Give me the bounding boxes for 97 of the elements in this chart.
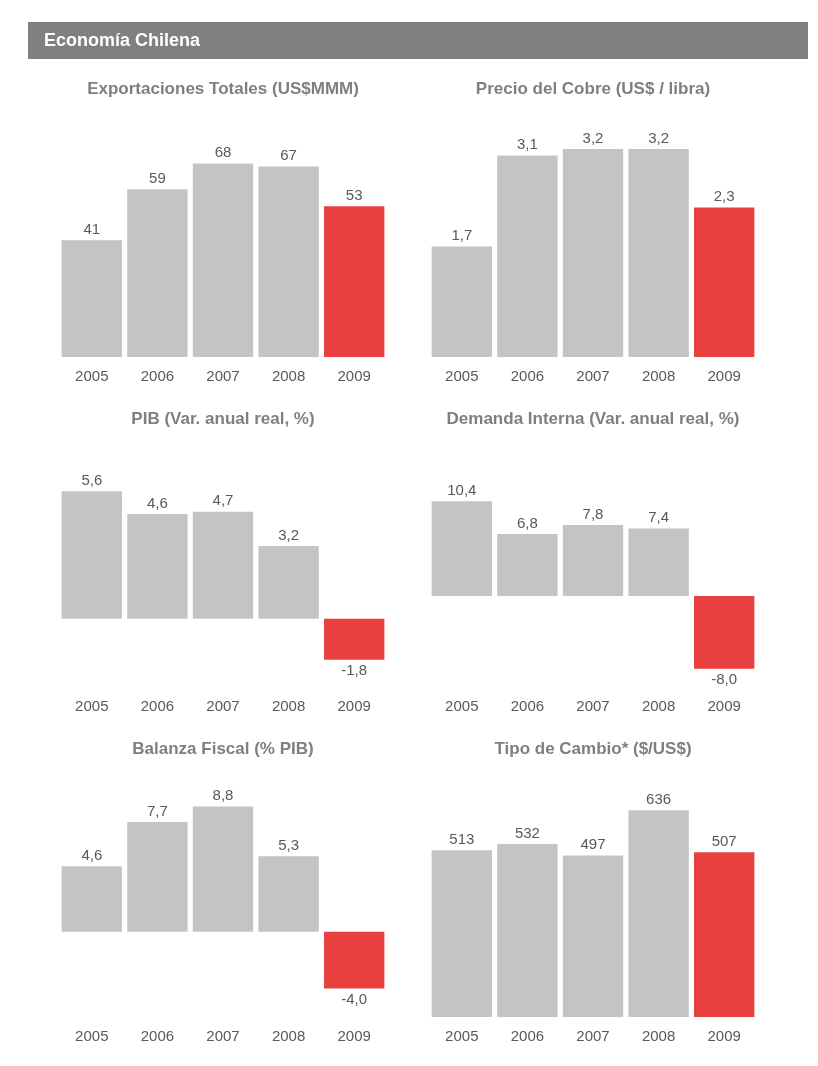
chart-title: Demanda Interna (Var. anual real, %) — [446, 408, 740, 428]
data-label: 53 — [345, 185, 363, 203]
data-label: 4,7 — [212, 491, 234, 509]
data-label: -4,0 — [341, 990, 368, 1008]
x-tick-label: 2005 — [445, 367, 479, 385]
x-tick-label: 2009 — [337, 697, 371, 715]
x-tick-label: 2008 — [641, 367, 676, 385]
data-label: 4,6 — [146, 493, 168, 511]
data-label: 67 — [280, 146, 297, 164]
x-tick-label: 2007 — [576, 367, 610, 385]
data-label: 5,3 — [278, 835, 300, 853]
x-tick-label: 2007 — [206, 697, 240, 715]
text: Economía Chilena — [28, 22, 808, 59]
x-tick-label: 2009 — [707, 697, 741, 715]
bar — [694, 207, 755, 357]
data-label: 3,2 — [278, 525, 300, 543]
chart-title: Tipo de Cambio* ($/US$) — [494, 738, 692, 758]
x-tick-label: 2006 — [510, 1027, 545, 1045]
bar — [192, 511, 254, 619]
bar — [694, 852, 755, 1017]
bar — [628, 810, 689, 1017]
x-tick-label: 2006 — [510, 367, 545, 385]
data-label: 507 — [711, 831, 737, 849]
data-label: 3,2 — [648, 128, 670, 146]
chart-title: PIB (Var. anual real, %) — [131, 408, 315, 428]
x-tick-label: 2007 — [206, 367, 240, 385]
data-label: 68 — [214, 143, 232, 161]
x-tick-label: 2008 — [271, 697, 306, 715]
bar — [61, 240, 122, 357]
x-tick-label: 2009 — [337, 1027, 371, 1045]
data-label: 636 — [646, 789, 672, 807]
data-label: 3,2 — [582, 128, 604, 146]
bar — [127, 514, 188, 619]
data-label: 2,3 — [713, 187, 735, 205]
bar — [497, 844, 558, 1017]
bar — [324, 931, 385, 989]
bar — [192, 806, 254, 932]
x-tick-label: 2006 — [510, 697, 545, 715]
bar — [431, 501, 492, 596]
data-label: 4,6 — [81, 845, 103, 863]
data-label: 7,8 — [582, 504, 604, 522]
x-tick-label: 2008 — [641, 697, 676, 715]
bar — [628, 148, 689, 357]
data-label: 6,8 — [516, 513, 538, 531]
bar — [431, 246, 492, 357]
data-label: 497 — [580, 835, 606, 853]
data-label: 5,6 — [81, 470, 103, 488]
x-tick-label: 2008 — [271, 367, 306, 385]
x-tick-label: 2005 — [75, 697, 109, 715]
bar — [258, 545, 319, 619]
x-tick-label: 2009 — [707, 367, 741, 385]
data-label: 532 — [514, 823, 540, 841]
x-tick-label: 2008 — [271, 1027, 306, 1045]
data-label: 8,8 — [212, 786, 234, 804]
bar — [61, 491, 122, 619]
chart-title: Exportaciones Totales (US$MMM) — [87, 78, 359, 98]
x-tick-label: 2009 — [707, 1027, 741, 1045]
bar — [694, 595, 755, 669]
bar — [324, 206, 385, 357]
data-label: -1,8 — [341, 661, 368, 679]
x-tick-label: 2009 — [337, 367, 371, 385]
x-tick-label: 2008 — [641, 1027, 676, 1045]
x-tick-label: 2007 — [206, 1027, 240, 1045]
bar — [431, 850, 492, 1017]
x-tick-label: 2007 — [576, 697, 610, 715]
bar — [562, 524, 624, 596]
x-tick-label: 2005 — [445, 1027, 479, 1045]
bar — [562, 148, 624, 357]
data-label: 1,7 — [451, 226, 473, 244]
data-label: 59 — [149, 168, 166, 186]
x-tick-label: 2005 — [445, 697, 479, 715]
x-tick-label: 2007 — [576, 1027, 610, 1045]
bar — [324, 618, 385, 660]
x-tick-label: 2005 — [75, 367, 109, 385]
bar — [258, 166, 319, 357]
data-label: 513 — [449, 829, 475, 847]
data-label: 3,1 — [516, 135, 538, 153]
bar — [127, 189, 188, 357]
bar — [127, 822, 188, 932]
x-tick-label: 2006 — [140, 697, 175, 715]
chart-title: Precio del Cobre (US$ / libra) — [475, 78, 711, 98]
bar — [258, 856, 319, 932]
data-label: 7,4 — [648, 508, 670, 526]
bar — [628, 528, 689, 596]
x-tick-label: 2005 — [75, 1027, 109, 1045]
bar — [562, 855, 624, 1017]
bar — [497, 534, 558, 596]
bar — [192, 163, 254, 357]
data-label: 41 — [83, 220, 101, 237]
x-tick-label: 2006 — [140, 367, 175, 385]
bar — [61, 866, 122, 932]
data-label: -8,0 — [711, 670, 738, 688]
x-tick-label: 2006 — [140, 1027, 175, 1045]
chart-title: Balanza Fiscal (% PIB) — [132, 738, 314, 758]
data-label: 7,7 — [146, 801, 168, 819]
bar — [497, 155, 558, 357]
data-label: 10,4 — [447, 480, 477, 498]
